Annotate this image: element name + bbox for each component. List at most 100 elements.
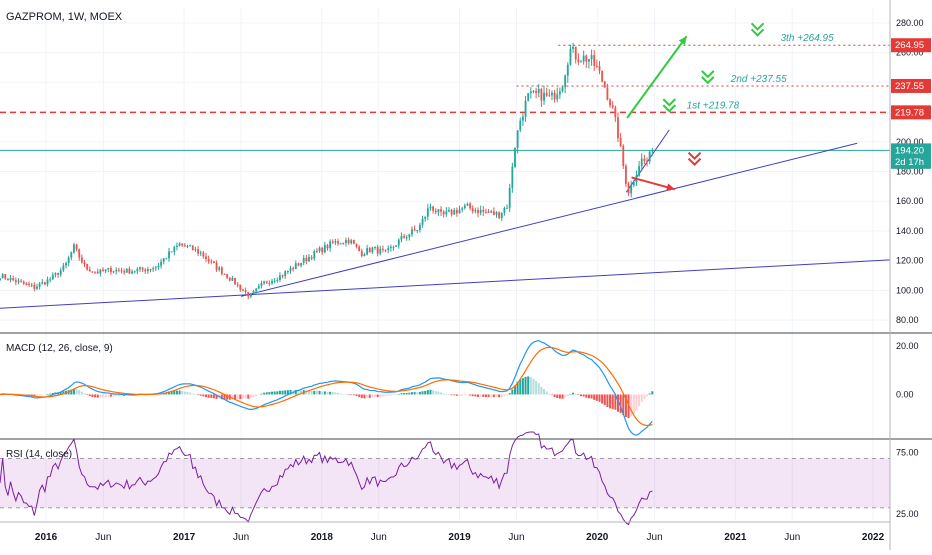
candle xyxy=(479,205,482,216)
macd-histogram-bar xyxy=(511,389,514,395)
candle xyxy=(154,265,157,272)
candle xyxy=(94,271,96,275)
candle-body xyxy=(302,258,305,263)
macd-histogram-bar xyxy=(498,394,501,398)
candle-body xyxy=(400,236,403,240)
candle-body xyxy=(199,252,202,254)
macd-histogram-bar xyxy=(99,394,102,398)
macd-histogram-bar xyxy=(220,394,223,400)
candle-body xyxy=(46,279,49,285)
candle-body xyxy=(535,90,538,93)
candle xyxy=(136,266,139,274)
candle-body xyxy=(183,245,186,247)
candle-body xyxy=(561,87,564,92)
macd-histogram-bar xyxy=(616,394,619,412)
candle-body xyxy=(194,249,197,251)
chevron-down-icon xyxy=(687,151,702,167)
macd-histogram-bar xyxy=(421,391,424,395)
candle-body xyxy=(313,251,316,259)
candle xyxy=(448,207,450,213)
candle-body xyxy=(553,92,556,100)
candle xyxy=(165,257,168,260)
candle xyxy=(46,276,49,287)
candle-body xyxy=(38,283,41,287)
candle-body xyxy=(453,210,456,215)
candle-body xyxy=(300,262,302,266)
candle-body xyxy=(141,267,144,270)
candle xyxy=(49,276,52,283)
candle-body xyxy=(564,75,567,88)
candle xyxy=(191,245,194,251)
macd-histogram-bar xyxy=(289,389,292,395)
chevron-stroke xyxy=(750,22,765,31)
candle xyxy=(603,80,606,88)
candle-body xyxy=(305,258,308,262)
candle xyxy=(537,84,540,98)
x-tick-label: 2019 xyxy=(448,532,471,543)
macd-histogram-bar xyxy=(503,394,506,397)
candle-body xyxy=(609,99,611,106)
candle xyxy=(323,241,326,254)
macd-histogram-bar xyxy=(392,394,395,396)
macd-histogram-bar xyxy=(210,394,213,399)
candle-body xyxy=(640,158,643,167)
macd-histogram-bar xyxy=(355,394,358,396)
candle-body xyxy=(51,274,54,280)
macd-histogram-bar xyxy=(35,394,38,396)
x-tick-label: 2022 xyxy=(862,532,885,543)
candle xyxy=(611,101,614,109)
candle-body xyxy=(62,265,65,271)
macd-histogram-bar xyxy=(72,388,75,395)
candle-body xyxy=(239,284,242,290)
candle-body xyxy=(619,138,622,146)
candle xyxy=(329,239,332,252)
candle-body xyxy=(572,46,575,49)
candle xyxy=(450,208,453,217)
candle-body xyxy=(162,258,165,262)
candle xyxy=(566,62,569,83)
candle-body xyxy=(329,241,332,249)
candle xyxy=(73,242,75,254)
candle-body xyxy=(413,229,416,231)
candle-body xyxy=(297,263,300,266)
candle-body xyxy=(154,267,157,269)
x-tick-label: Jun xyxy=(233,532,249,543)
candle-body xyxy=(234,277,236,285)
candle xyxy=(347,237,350,245)
candle-body xyxy=(279,275,281,280)
macd-histogram-bar xyxy=(120,394,123,396)
macd-histogram-bar xyxy=(101,394,104,398)
candle xyxy=(249,292,252,299)
macd-histogram-bar xyxy=(178,390,181,395)
candle xyxy=(580,59,582,63)
macd-histogram-bar xyxy=(521,378,524,395)
candle xyxy=(223,273,226,275)
macd-histogram-bar xyxy=(112,394,115,397)
candle-body xyxy=(368,248,371,253)
candle-body xyxy=(22,281,25,284)
candle-body xyxy=(165,258,168,260)
macd-histogram-bar xyxy=(408,392,411,395)
candle xyxy=(424,216,427,222)
candle-body xyxy=(389,246,392,249)
candle-body xyxy=(345,240,347,244)
candle-body xyxy=(442,211,445,215)
macd-histogram-bar xyxy=(477,394,480,397)
candle xyxy=(490,209,493,213)
macd-histogram-bar xyxy=(202,394,205,397)
macd-histogram-bar xyxy=(255,394,258,397)
candle-body xyxy=(458,209,461,214)
candle-body xyxy=(426,208,429,217)
candle xyxy=(20,278,23,283)
candle xyxy=(397,238,400,249)
candle xyxy=(405,235,408,241)
macd-histogram-bar xyxy=(294,389,297,395)
candle-body xyxy=(181,243,184,246)
macd-histogram-bar xyxy=(395,394,398,396)
macd-histogram-bar xyxy=(323,391,326,395)
rsi-tick-label: 25.00 xyxy=(896,509,919,519)
macd-histogram-bar xyxy=(624,394,627,417)
macd-histogram-bar xyxy=(458,394,461,396)
direction-arrow xyxy=(626,35,688,119)
